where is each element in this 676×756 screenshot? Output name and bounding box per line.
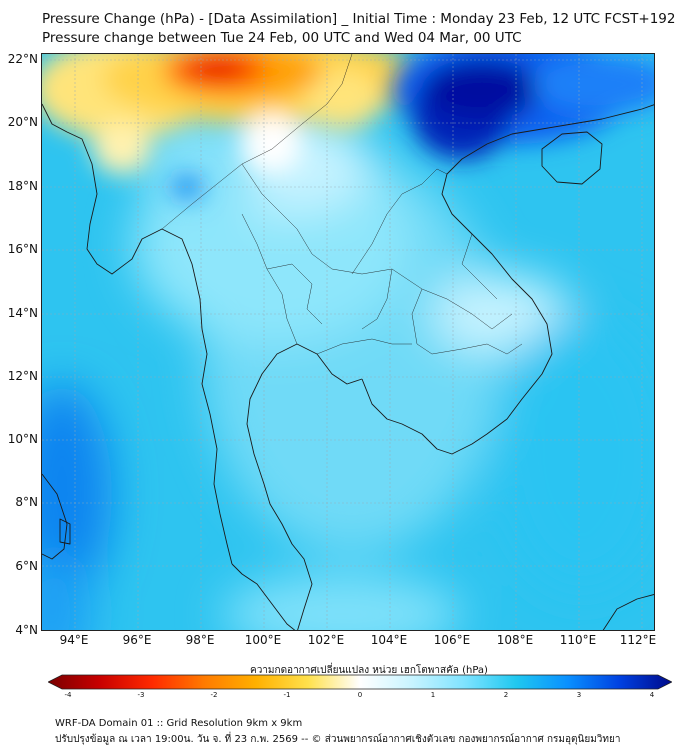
graticule [42, 54, 654, 630]
lat-label: 10°N [7, 432, 38, 446]
lon-label: 108°E [496, 633, 534, 647]
lat-label: 16°N [7, 242, 38, 256]
lon-label: 94°E [59, 633, 89, 647]
borders [161, 54, 523, 355]
map-title: Pressure Change (hPa) - [Data Assimilati… [42, 11, 676, 27]
field-shading [42, 114, 654, 630]
pressure-fall-region [171, 54, 654, 199]
colorbar-tick-label: -4 [64, 691, 72, 699]
pressure-change-map [41, 53, 655, 631]
map-subtitle: Pressure change between Tue 24 Feb, 00 U… [42, 30, 522, 46]
map-canvas [42, 54, 654, 630]
footer-domain-info: WRF-DA Domain 01 :: Grid Resolution 9km … [55, 718, 303, 729]
lon-label: 106°E [433, 633, 471, 647]
colorbar-tick-label: 0 [357, 691, 363, 699]
colorbar-tick-label: -3 [137, 691, 145, 699]
lat-label: 4°N [15, 623, 38, 637]
colorbar-tick-label: 1 [430, 691, 436, 699]
lat-label: 18°N [7, 179, 38, 193]
coastlines [42, 103, 654, 630]
colorbar [48, 674, 672, 690]
colorbar-tick-label: 4 [649, 691, 655, 699]
colorbar-ramp [48, 674, 672, 690]
lat-label: 12°N [7, 369, 38, 383]
lon-label: 102°E [307, 633, 345, 647]
lat-label: 22°N [7, 52, 38, 66]
lat-label: 20°N [7, 115, 38, 129]
lon-label: 110°E [559, 633, 597, 647]
lon-label: 104°E [370, 633, 408, 647]
colorbar-tick-label: -2 [210, 691, 218, 699]
lat-label: 6°N [15, 559, 38, 573]
lon-label: 98°E [185, 633, 215, 647]
footer-credit: ปรับปรุงข้อมูล ณ เวลา 19:00น. วัน จ. ที่… [55, 734, 621, 745]
colorbar-tick-label: 2 [503, 691, 509, 699]
colorbar-tick-label: 3 [576, 691, 582, 699]
colorbar-label: ความกดอากาศเปลี่ยนแปลง หน่วย เฮกโตพาสคัล… [250, 665, 488, 676]
lat-label: 14°N [7, 306, 38, 320]
lon-label: 112°E [619, 633, 657, 647]
pressure-rise-region [42, 54, 422, 174]
colorbar-tick-label: -1 [283, 691, 291, 699]
lon-label: 96°E [122, 633, 152, 647]
lat-label: 8°N [15, 495, 38, 509]
lon-label: 100°E [244, 633, 282, 647]
